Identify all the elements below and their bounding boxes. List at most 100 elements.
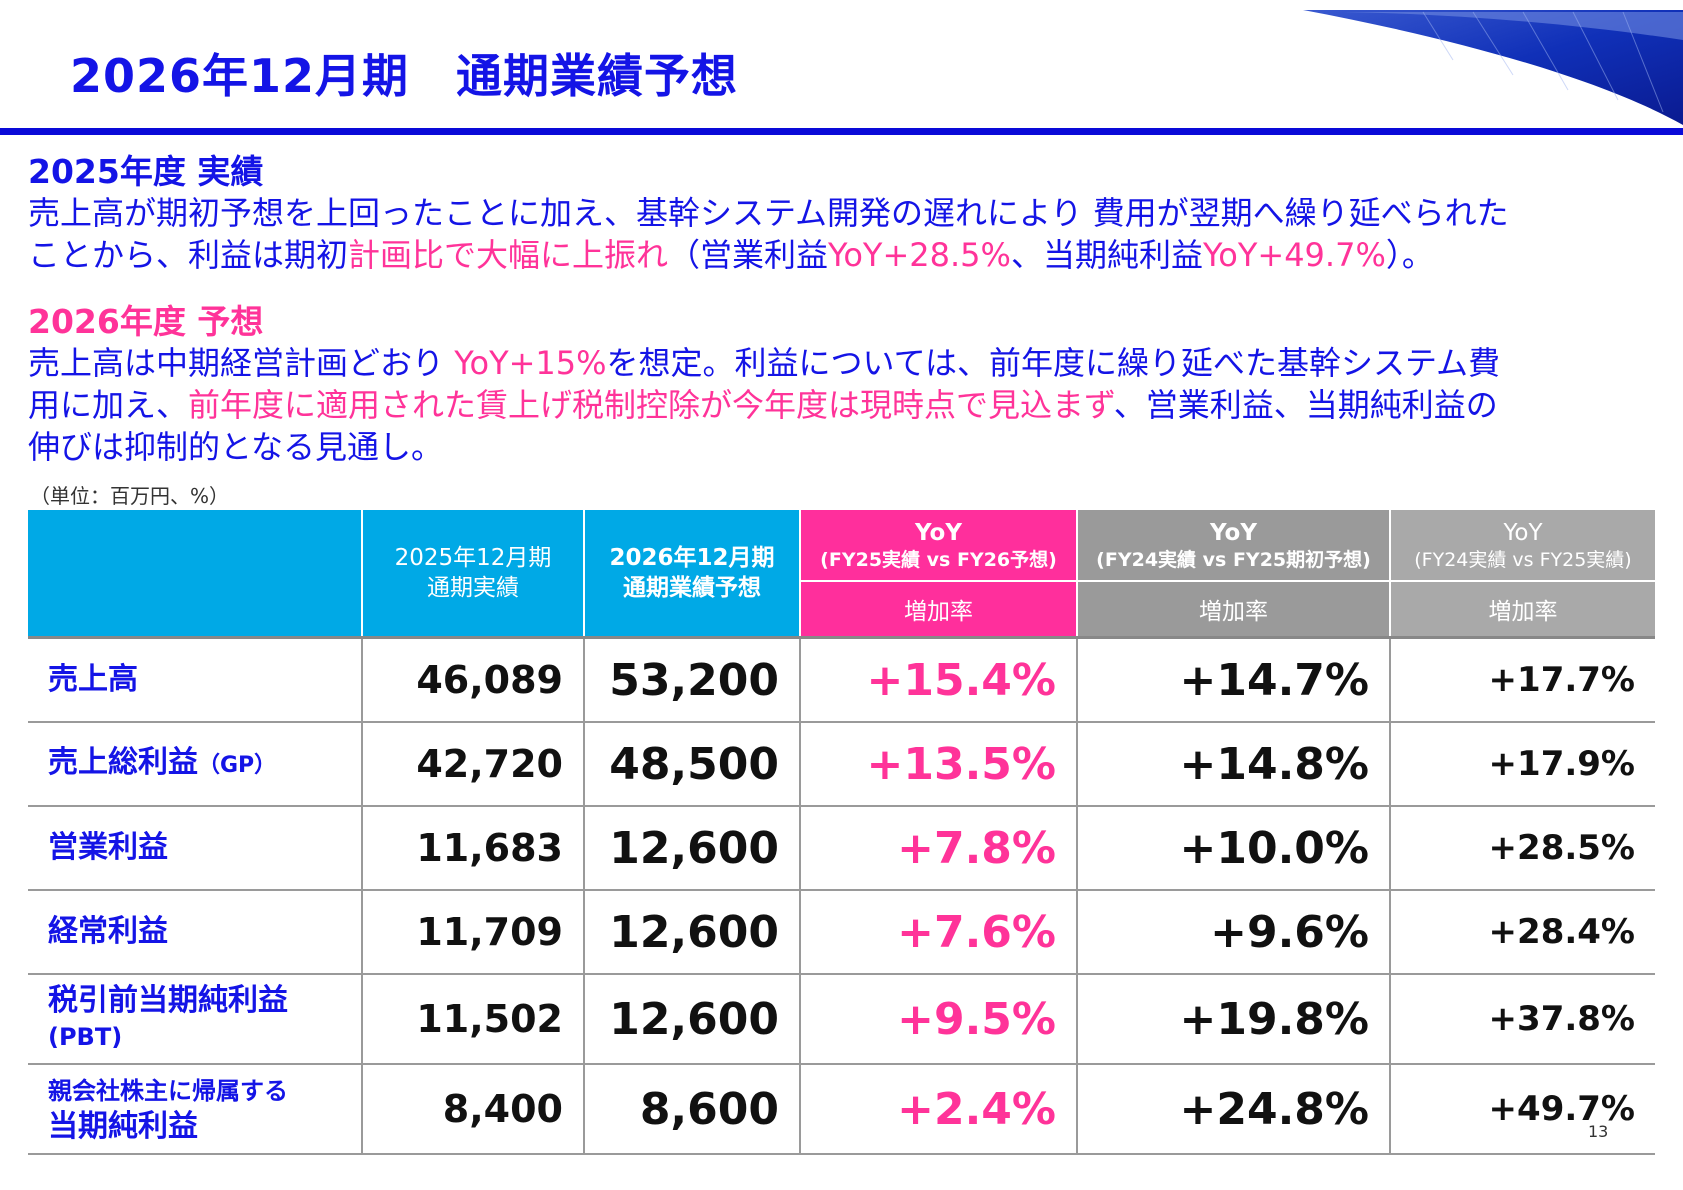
fy26-value: 53,200 — [584, 636, 801, 723]
row-label-text: 売上総利益 — [48, 744, 198, 780]
header-decoration — [1303, 10, 1683, 125]
table-subheader-row: 増加率 増加率 増加率 — [28, 580, 1655, 638]
header-fy26-line1: 2026年12月期 — [609, 545, 775, 571]
row-label-suffix: （GP） — [198, 752, 277, 778]
text-span: （営業利益 — [668, 236, 829, 274]
header-yoy1-title: YoY — [915, 520, 962, 546]
fy25-value: 46,089 — [362, 636, 585, 723]
fy25-value: 11,502 — [362, 974, 585, 1065]
header-yoy1-sub: (FY25実績 vs FY26予想) — [820, 549, 1057, 571]
page-title: 2026年12月期 通期業績予想 — [70, 49, 739, 103]
fy25-value: 11,709 — [362, 890, 585, 975]
header-yoy3-sub: (FY24実績 vs FY25実績) — [1414, 549, 1632, 571]
table-row: 営業利益 11,683 12,600 +7.8% +10.0% +28.5% — [28, 806, 1655, 891]
forecast-2026-line2: 用に加え、前年度に適用された賃上げ税制控除が今年度は現時点で見込まず、営業利益、… — [28, 384, 1658, 426]
yoy2-value: +24.8% — [1077, 1064, 1391, 1155]
fy25-value: 11,683 — [362, 806, 585, 891]
highlight-span: 前年度に適用された賃上げ税制控除が今年度は現時点で見込まず — [188, 386, 1114, 424]
yoy2-value: +9.6% — [1077, 890, 1391, 975]
table-row: 売上総利益（GP） 42,720 48,500 +13.5% +14.8% +1… — [28, 722, 1655, 807]
header-yoy3-title: YoY — [1503, 520, 1543, 546]
header-fy26-line2: 通期業績予想 — [623, 575, 761, 601]
text-span: を想定。利益については、前年度に繰り延べた基幹システム費 — [606, 344, 1500, 382]
row-label-text: 売上高 — [48, 662, 138, 697]
row-label-text: 経常利益 — [48, 914, 168, 949]
row-label: 経常利益 — [28, 890, 363, 975]
yoy3-value: +28.4% — [1390, 890, 1655, 975]
yoy2-value: +14.8% — [1077, 722, 1391, 807]
header-fy25-line1: 2025年12月期 — [394, 545, 552, 571]
forecast-2026-section: 2026年度 予想 売上高は中期経営計画どおり YoY+15%を想定。利益につい… — [28, 302, 1658, 468]
row-label-sub: (PBT) — [48, 1023, 123, 1051]
yoy1-value: +7.6% — [800, 890, 1078, 975]
yoy3-value: +49.7% — [1390, 1064, 1655, 1155]
table-row: 経常利益 11,709 12,600 +7.6% +9.6% +28.4% — [28, 890, 1655, 975]
row-label: 売上高 — [28, 636, 363, 723]
text-span: 、当期純利益 — [1010, 236, 1203, 274]
fy26-value: 8,600 — [584, 1064, 801, 1155]
text-span: 売上高は中期経営計画どおり — [28, 344, 455, 382]
table-header-row: 2025年12月期 通期実績 2026年12月期 通期業績予想 YoY (FY2… — [28, 510, 1655, 638]
header-fy26: 2026年12月期 通期業績予想 — [584, 510, 801, 638]
fy26-value: 12,600 — [584, 890, 801, 975]
results-2025-heading: 2025年度 実績 — [28, 152, 264, 191]
text-span: 用に加え、 — [28, 386, 189, 424]
text-span: ことから、利益は期初 — [28, 236, 349, 274]
title-divider — [0, 128, 1683, 135]
forecast-2026-heading: 2026年度 予想 — [28, 302, 264, 341]
header-empty-cell — [28, 510, 363, 638]
table-row: 売上高 46,089 53,200 +15.4% +14.7% +17.7% — [28, 636, 1655, 723]
yoy2-value: +10.0% — [1077, 806, 1391, 891]
results-2025-line1: 売上高が期初予想を上回ったことに加え、基幹システム開発の遅れにより 費用が翌期へ… — [28, 194, 1509, 232]
results-2025-text: 売上高が期初予想を上回ったことに加え、基幹システム開発の遅れにより 費用が翌期へ… — [28, 192, 1658, 276]
yoy3-value: +17.9% — [1390, 722, 1655, 807]
table-row: 税引前当期純利益 (PBT) 11,502 12,600 +9.5% +19.8%… — [28, 974, 1655, 1065]
yoy3-value: +17.7% — [1390, 636, 1655, 723]
highlight-span: YoY+49.7% — [1202, 236, 1386, 274]
fy26-value: 12,600 — [584, 806, 801, 891]
header-yoy2-sub: (FY24実績 vs FY25期初予想) — [1096, 549, 1371, 571]
row-label-text: 当期純利益 — [48, 1109, 198, 1144]
table-row: 親会社株主に帰属する当期純利益 8,400 8,600 +2.4% +24.8%… — [28, 1064, 1655, 1155]
fy26-value: 48,500 — [584, 722, 801, 807]
yoy1-value: +9.5% — [800, 974, 1078, 1065]
header-fy25-line2: 通期実績 — [427, 575, 519, 601]
row-label-pre: 親会社株主に帰属する — [48, 1077, 288, 1105]
fy25-value: 42,720 — [362, 722, 585, 807]
header-yoy1-rate: 増加率 — [800, 580, 1078, 638]
yoy1-value: +2.4% — [800, 1064, 1078, 1155]
yoy2-value: +19.8% — [1077, 974, 1391, 1065]
page-number: 13 — [1588, 1122, 1609, 1141]
header-yoy3: YoY (FY24実績 vs FY25実績) — [1390, 510, 1655, 581]
fy26-value: 12,600 — [584, 974, 801, 1065]
header-yoy2-rate: 増加率 — [1077, 580, 1391, 638]
highlight-span: YoY+15% — [454, 344, 607, 382]
yoy1-value: +7.8% — [800, 806, 1078, 891]
yoy2-value: +14.7% — [1077, 636, 1391, 723]
yoy1-value: +13.5% — [800, 722, 1078, 807]
text-span: ）。 — [1385, 236, 1434, 274]
header-yoy1: YoY (FY25実績 vs FY26予想) — [800, 510, 1078, 581]
header-yoy2-title: YoY — [1210, 520, 1257, 546]
highlight-span: 計画比で大幅に上振れ — [348, 236, 669, 274]
forecast-2026-line1: 売上高は中期経営計画どおり YoY+15%を想定。利益については、前年度に繰り延… — [28, 342, 1658, 384]
yoy1-value: +15.4% — [800, 636, 1078, 723]
yoy3-value: +28.5% — [1390, 806, 1655, 891]
row-label: 親会社株主に帰属する当期純利益 — [28, 1064, 363, 1155]
results-2025-line2: ことから、利益は期初計画比で大幅に上振れ（営業利益YoY+28.5%、当期純利益… — [28, 234, 1658, 276]
header-fy25: 2025年12月期 通期実績 — [362, 510, 585, 638]
header-yoy3-rate: 増加率 — [1390, 580, 1655, 638]
row-label: 税引前当期純利益 (PBT) — [28, 974, 363, 1065]
forecast-2026-text: 売上高は中期経営計画どおり YoY+15%を想定。利益については、前年度に繰り延… — [28, 342, 1658, 468]
highlight-span: YoY+28.5% — [828, 236, 1011, 274]
results-2025-section: 2025年度 実績 売上高が期初予想を上回ったことに加え、基幹システム開発の遅れ… — [28, 152, 1658, 276]
yoy3-value: +37.8% — [1390, 974, 1655, 1065]
forecast-2026-line3: 伸びは抑制的となる見通し。 — [28, 428, 444, 466]
row-label-text: 税引前当期純利益 — [48, 983, 288, 1018]
header-yoy2: YoY (FY24実績 vs FY25期初予想) — [1077, 510, 1391, 581]
fy25-value: 8,400 — [362, 1064, 585, 1155]
row-label: 営業利益 — [28, 806, 363, 891]
row-label: 売上総利益（GP） — [28, 722, 363, 807]
results-table: 2025年12月期 通期実績 2026年12月期 通期業績予想 YoY (FY2… — [28, 510, 1655, 1155]
text-span: 、営業利益、当期純利益の — [1113, 386, 1498, 424]
